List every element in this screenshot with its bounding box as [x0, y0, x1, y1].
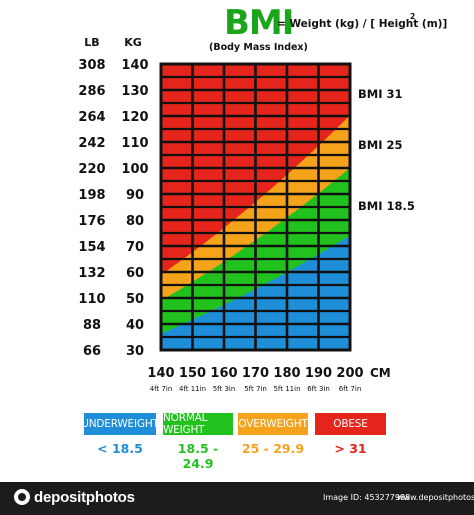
legend-range-overweight: 25 - 29.9 — [241, 441, 305, 456]
chart-title: BMI — [224, 3, 293, 43]
lb-header: LB — [84, 36, 99, 49]
lb-tick-label: 198 — [78, 188, 105, 203]
lb-tick-label: 66 — [83, 344, 101, 359]
kg-tick-label: 130 — [121, 84, 148, 99]
kg-tick-label: 50 — [126, 292, 144, 307]
legend-range-underweight: < 18.5 — [97, 441, 143, 456]
bmi-chart: BMI = Weight (kg) / [ Height (m)] 2 (Bod… — [78, 3, 447, 393]
kg-tick-label: 70 — [126, 240, 144, 255]
chart-grid — [159, 62, 352, 352]
x-tick-label: 160 — [210, 366, 237, 381]
lb-tick-label: 88 — [83, 318, 101, 333]
footer-image-id: Image ID: 453277988 — [323, 493, 411, 502]
kg-tick-label: 140 — [121, 58, 148, 73]
y-axis-ticks: 308 140 286 130 264 120 242 110 220 100 198 90 176 80… — [78, 58, 148, 359]
x-unit-label: CM — [370, 366, 391, 380]
chart-formula: = Weight (kg) / [ Height (m)] — [277, 18, 447, 30]
lb-tick-label: 242 — [78, 136, 105, 151]
kg-tick-label: 60 — [126, 266, 144, 281]
lb-tick-label: 176 — [78, 214, 105, 229]
x-tick-feet-label: 6ft 3in — [307, 385, 330, 393]
kg-tick-label: 80 — [126, 214, 144, 229]
legend-box-obese: OBESE — [315, 413, 386, 435]
kg-tick-label: 30 — [126, 344, 144, 359]
x-tick-feet-label: 5ft 7in — [244, 385, 267, 393]
legend-box-underweight: UNDERWEIGHT — [81, 413, 159, 435]
kg-header: KG — [124, 36, 142, 49]
kg-tick-label: 120 — [121, 110, 148, 125]
kg-tick-label: 100 — [121, 162, 148, 177]
lb-tick-label: 154 — [78, 240, 105, 255]
legend-range-obese: > 31 — [334, 441, 367, 456]
bmi-line-label: BMI 25 — [358, 138, 403, 152]
lb-tick-label: 132 — [78, 266, 105, 281]
lb-tick-label: 220 — [78, 162, 105, 177]
chart-subtitle: (Body Mass Index) — [209, 42, 308, 53]
chart-formula-exponent: 2 — [410, 12, 415, 21]
lb-tick-label: 110 — [78, 292, 105, 307]
footer-bar: depositphotos Image ID: 453277988 www.de… — [0, 482, 474, 515]
x-axis-ticks: 140 4ft 7in 150 4ft 11in 160 5ft 3in 170 5ft 7i… — [147, 366, 363, 393]
x-tick-feet-label: 4ft 7in — [150, 385, 173, 393]
footer-site: www.depositphotos.com — [397, 493, 474, 502]
lb-tick-label: 308 — [78, 58, 105, 73]
x-tick-feet-label: 6ft 7in — [339, 385, 362, 393]
legend-box-overweight: OVERWEIGHT — [238, 413, 308, 435]
depositphotos-logo-icon — [14, 489, 30, 505]
footer-logo: depositphotos — [14, 489, 135, 506]
lb-tick-label: 286 — [78, 84, 105, 99]
bmi-line-labels: BMI 31 BMI 25 BMI 18.5 — [358, 87, 415, 213]
lb-tick-label: 264 — [78, 110, 105, 125]
bmi-line-label: BMI 31 — [358, 87, 403, 101]
x-tick-feet-label: 5ft 3in — [213, 385, 236, 393]
x-tick-label: 180 — [273, 366, 300, 381]
x-tick-label: 200 — [336, 366, 363, 381]
legend-range-normal-weight: 18.5 - 24.9 — [177, 441, 219, 471]
bmi-line-label: BMI 18.5 — [358, 199, 415, 213]
x-tick-feet-label: 5ft 11in — [273, 385, 300, 393]
kg-tick-label: 40 — [126, 318, 144, 333]
legend-box-normal-weight: NORMAL WEIGHT — [163, 412, 233, 436]
x-tick-feet-label: 4ft 11in — [179, 385, 206, 393]
x-tick-label: 140 — [147, 366, 174, 381]
x-tick-label: 150 — [179, 366, 206, 381]
kg-tick-label: 110 — [121, 136, 148, 151]
footer-logo-text: depositphotos — [34, 489, 135, 506]
x-tick-label: 170 — [242, 366, 269, 381]
kg-tick-label: 90 — [126, 188, 144, 203]
x-tick-label: 190 — [305, 366, 332, 381]
